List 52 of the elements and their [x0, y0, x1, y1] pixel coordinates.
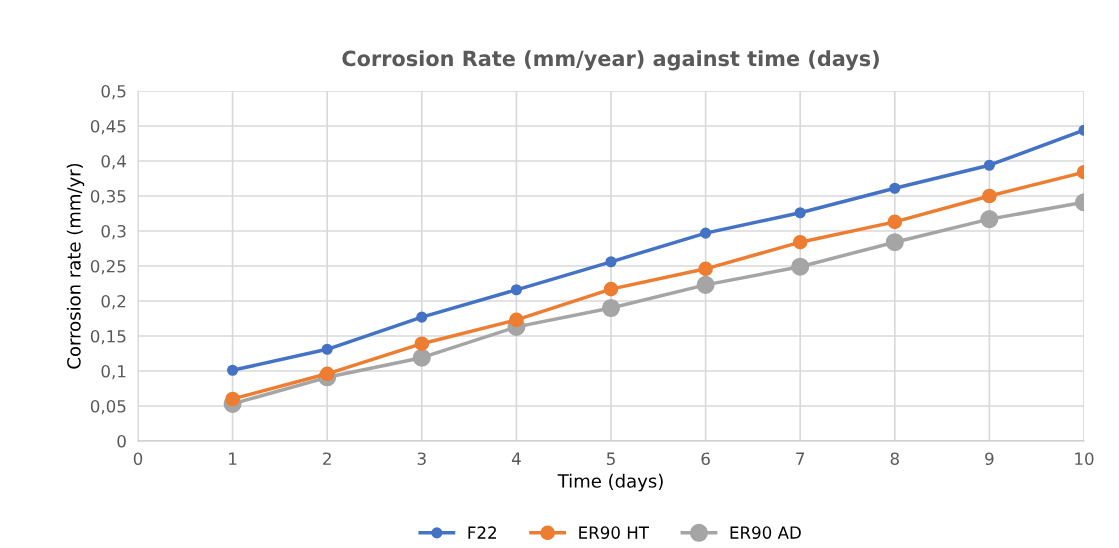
point — [887, 214, 903, 230]
legend-label: ER90 AD — [730, 526, 801, 539]
x-tick-label: 6 — [701, 452, 710, 466]
x-tick-label: 7 — [796, 452, 805, 465]
y-axis-title: Corrosion rate (mm/yr) — [66, 163, 85, 369]
point — [791, 257, 810, 276]
x-tick-label: 0 — [133, 452, 143, 466]
point — [319, 366, 335, 382]
point — [698, 261, 713, 277]
y-tick-label: 0,05 — [90, 399, 126, 415]
y-tick-label: 0,45 — [90, 119, 126, 135]
x-tick-label: 10 — [1075, 452, 1094, 466]
x-tick-label: 3 — [417, 452, 426, 466]
point — [889, 182, 901, 194]
point — [794, 207, 806, 219]
point — [321, 343, 333, 355]
legend-label: ER90 HT — [579, 526, 650, 539]
y-tick-label: 0,4 — [101, 154, 126, 170]
point — [696, 275, 715, 294]
y-tick-label: 0,15 — [90, 329, 126, 345]
x-tick-label: 2 — [323, 452, 331, 465]
x-tick-label: 4 — [511, 452, 521, 465]
y-tick-label: 0 — [117, 434, 126, 448]
x-tick-label: 9 — [985, 452, 994, 466]
y-tick-label: 0,35 — [90, 189, 126, 205]
x-tick-label: 5 — [606, 452, 615, 466]
point — [414, 336, 430, 351]
point — [700, 227, 712, 239]
y-tick-label: 0,1 — [101, 364, 126, 380]
point — [792, 234, 808, 250]
point — [510, 284, 522, 296]
y-tick-label: 0,2 — [101, 294, 126, 310]
point — [980, 210, 999, 229]
point — [412, 348, 431, 367]
point — [603, 281, 619, 297]
y-tick-label: 0,3 — [101, 224, 126, 240]
x-tick-label: 8 — [890, 452, 899, 466]
point — [885, 233, 904, 252]
chart-title: Corrosion Rate (mm/year) against time (days) — [342, 50, 879, 71]
point — [982, 188, 997, 204]
point — [605, 256, 617, 268]
point — [225, 391, 240, 407]
point — [416, 311, 428, 323]
y-tick-label: 0,25 — [90, 259, 126, 275]
point — [509, 312, 524, 328]
x-tick-label: 1 — [229, 452, 237, 465]
point — [983, 159, 995, 171]
x-axis-title: Time (days) — [557, 473, 663, 492]
point — [601, 298, 621, 318]
point — [227, 364, 239, 376]
legend-label: F22 — [468, 526, 496, 539]
y-tick-label: 0,5 — [101, 84, 126, 100]
